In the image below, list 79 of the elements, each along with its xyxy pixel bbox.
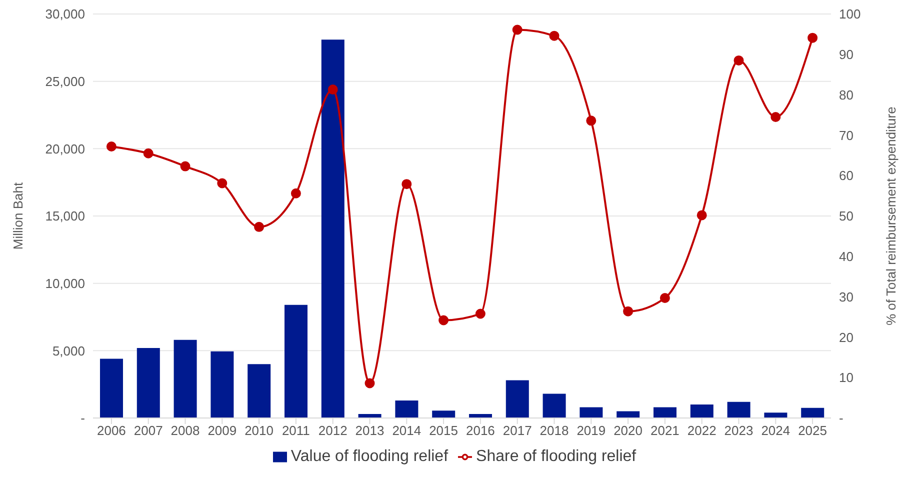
x-tick-label: 2023 <box>724 423 754 438</box>
point <box>549 30 560 41</box>
point <box>696 210 707 220</box>
y2-tick-label: 10 <box>839 370 854 386</box>
point <box>143 148 154 158</box>
y2-tick-label: 60 <box>839 168 854 184</box>
point <box>328 84 338 95</box>
x-tick-label: 2024 <box>761 423 790 438</box>
bar <box>136 348 160 418</box>
x-tick-label: 2015 <box>429 423 458 438</box>
point <box>770 112 781 122</box>
y2-tick-label: 100 <box>839 6 861 22</box>
y-tick-label: 10,000 <box>45 276 85 291</box>
x-tick-label: 2017 <box>502 423 532 438</box>
x-tick-label: 2007 <box>134 423 163 438</box>
point <box>623 306 634 316</box>
bar <box>100 358 123 418</box>
bar <box>690 404 714 418</box>
bar <box>248 364 271 418</box>
y2-tick-label: 50 <box>839 208 854 224</box>
bar <box>542 394 566 418</box>
legend-label: Share of flooding relief <box>476 448 636 465</box>
x-tick-label: 2009 <box>208 423 237 438</box>
y-tick-label: 5,000 <box>52 343 85 358</box>
bar <box>284 304 308 418</box>
point <box>808 32 818 43</box>
x-tick-label: 2010 <box>244 423 274 438</box>
y-tick-label: 15,000 <box>45 208 85 224</box>
y-axis-title: Million Baht <box>10 182 26 250</box>
bar <box>210 351 234 418</box>
y-tick-label: 25,000 <box>45 74 85 89</box>
y2-tick-label: 30 <box>839 289 854 304</box>
y2-tick-label: 90 <box>839 47 854 62</box>
x-tick-label: 2014 <box>392 423 422 438</box>
x-tick-label: 2006 <box>96 423 126 438</box>
bar <box>506 380 529 418</box>
y2-tick-label: 80 <box>839 87 854 102</box>
x-tick-label: 2022 <box>687 423 716 438</box>
bar <box>727 402 750 418</box>
bar <box>801 408 824 418</box>
point <box>402 179 412 190</box>
point <box>180 161 190 172</box>
y2-tick-label: 40 <box>839 249 854 264</box>
x-tick-label: 2025 <box>798 423 828 438</box>
x-tick-label: 2011 <box>282 423 310 438</box>
x-tick-label: 2016 <box>466 423 495 438</box>
point <box>364 378 375 388</box>
x-tick-label: 2019 <box>576 423 606 438</box>
x-tick-label: 2018 <box>540 423 569 438</box>
point <box>734 55 744 66</box>
y2-tick-label: - <box>839 410 844 426</box>
x-tick-label: 2021 <box>650 423 680 438</box>
y-tick-label: - <box>80 410 85 426</box>
x-tick-label: 2013 <box>355 423 384 438</box>
x-tick-label: 2008 <box>170 423 200 438</box>
point <box>586 116 596 126</box>
y2-axis-title: % of Total reimbursement expenditure <box>884 106 899 326</box>
y-tick-label: 20,000 <box>45 141 85 156</box>
point <box>438 315 449 326</box>
x-tick-label: 2012 <box>318 423 348 438</box>
x-tick-label: 2020 <box>614 423 643 438</box>
point <box>290 188 301 198</box>
bar <box>395 400 418 418</box>
bar <box>432 410 456 418</box>
bar <box>321 40 344 418</box>
bar <box>174 340 197 418</box>
point <box>106 142 116 152</box>
legend-label: Value of flooding relief <box>290 448 448 465</box>
y2-tick-label: 20 <box>839 330 854 345</box>
y-tick-label: 30,000 <box>45 6 85 22</box>
bar <box>580 407 603 418</box>
point <box>475 308 486 319</box>
point <box>512 24 522 35</box>
point <box>254 222 264 232</box>
bar <box>654 407 676 418</box>
point <box>217 178 228 188</box>
point <box>660 293 670 304</box>
bar <box>764 412 788 418</box>
y2-tick-label: 70 <box>839 128 854 143</box>
